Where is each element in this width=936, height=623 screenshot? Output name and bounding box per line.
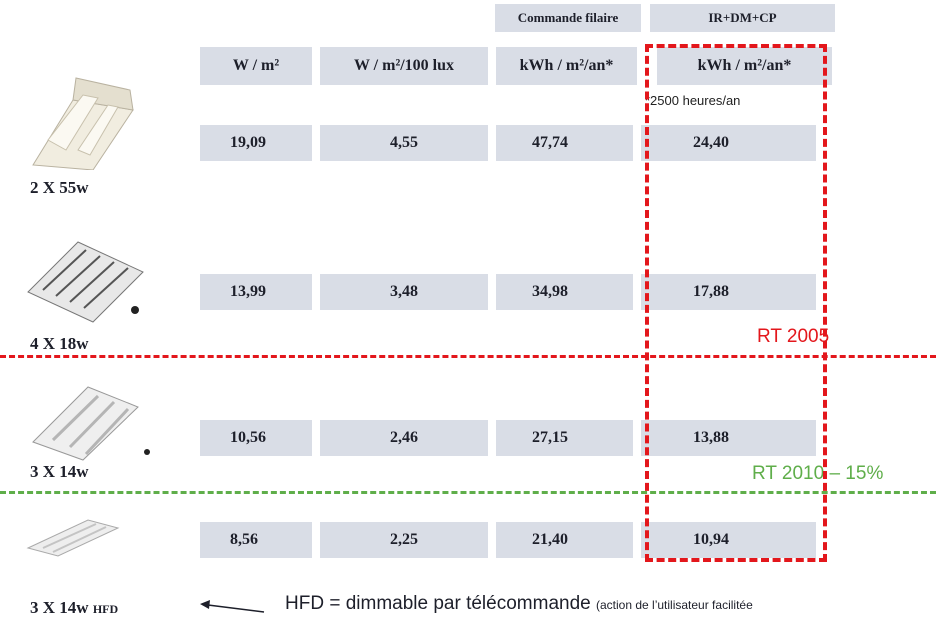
fixture-3x14-hfd-image [26, 519, 120, 557]
col-header-kwh-ir-label: kWh / m²/an* [697, 57, 792, 74]
cell-w-m2: 13,99 [200, 274, 312, 310]
header-commande-filaire-label: Commande filaire [517, 10, 619, 25]
table-row: 13,99 3,48 34,98 17,88 [200, 274, 836, 310]
rt2005-label: RT 2005 [757, 326, 830, 347]
col-header-w-m2-100lux: W / m²/100 lux [320, 47, 488, 85]
cell-kwh-filaire: 47,74 [496, 125, 633, 161]
cell-w-m2-100lux: 2,25 [320, 522, 488, 558]
rt2005-threshold-line [0, 355, 936, 358]
col-header-w-m2: W / m² [200, 47, 312, 85]
cell-kwh-ir: 17,88 [641, 274, 816, 310]
cell-kwh-filaire: 27,15 [496, 420, 633, 456]
ir-column-highlight [645, 44, 827, 562]
col-header-kwh-filaire: kWh / m²/an* [496, 47, 637, 85]
cell-w-m2-100lux: 4,55 [320, 125, 488, 161]
cell-w-m2-100lux: 2,46 [320, 420, 488, 456]
lamp-label-4x18: 4 X 18w [30, 334, 89, 353]
lamp-label-3x14: 3 X 14w [30, 462, 89, 481]
lamp-label-2x55: 2 X 55w [30, 178, 89, 197]
hfd-definition-main: HFD = dimmable par télécommande [285, 593, 591, 614]
hfd-suffix: HFD [92, 602, 119, 616]
lamp-label-3x14-hfd: 3 X 14w HFD [30, 598, 119, 617]
cell-w-m2-100lux: 3,48 [320, 274, 488, 310]
rt2010-threshold-line [0, 491, 936, 494]
hours-note: *2500 heures/an [645, 93, 741, 108]
cell-kwh-ir: 13,88 [641, 420, 816, 456]
cell-kwh-ir: 24,40 [641, 125, 816, 161]
cell-kwh-filaire: 34,98 [496, 274, 633, 310]
fixture-2x55-image [32, 77, 134, 170]
table-row: 19,09 4,55 47,74 24,40 [200, 125, 836, 161]
hfd-definition: HFD = dimmable par télécommande (action … [285, 593, 753, 615]
fixture-4x18-image [27, 241, 144, 323]
col-header-kwh-ir: kWh / m²/an* [657, 47, 832, 85]
header-commande-filaire: Commande filaire [495, 4, 641, 32]
fixture-3x14-image [32, 386, 150, 461]
col-header-w-m2-label: W / m² [232, 57, 280, 74]
header-ir-dm-cp: IR+DM+CP [650, 4, 835, 32]
hfd-definition-paren: (action de l’utilisateur facilitée [596, 598, 753, 612]
cell-w-m2: 8,56 [200, 522, 312, 558]
rt2010-label: RT 2010 – 15% [752, 463, 884, 484]
cell-w-m2: 10,56 [200, 420, 312, 456]
cell-w-m2: 19,09 [200, 125, 312, 161]
col-header-w-m2-100lux-label: W / m²/100 lux [353, 57, 455, 74]
col-header-kwh-filaire-label: kWh / m²/an* [519, 57, 614, 74]
header-ir-dm-cp-label: IR+DM+CP [708, 10, 777, 25]
arrow-left-icon [200, 600, 265, 613]
table-row: 8,56 2,25 21,40 10,94 [200, 522, 836, 558]
cell-kwh-filaire: 21,40 [496, 522, 633, 558]
table-row: 10,56 2,46 27,15 13,88 [200, 420, 836, 456]
cell-kwh-ir: 10,94 [641, 522, 816, 558]
